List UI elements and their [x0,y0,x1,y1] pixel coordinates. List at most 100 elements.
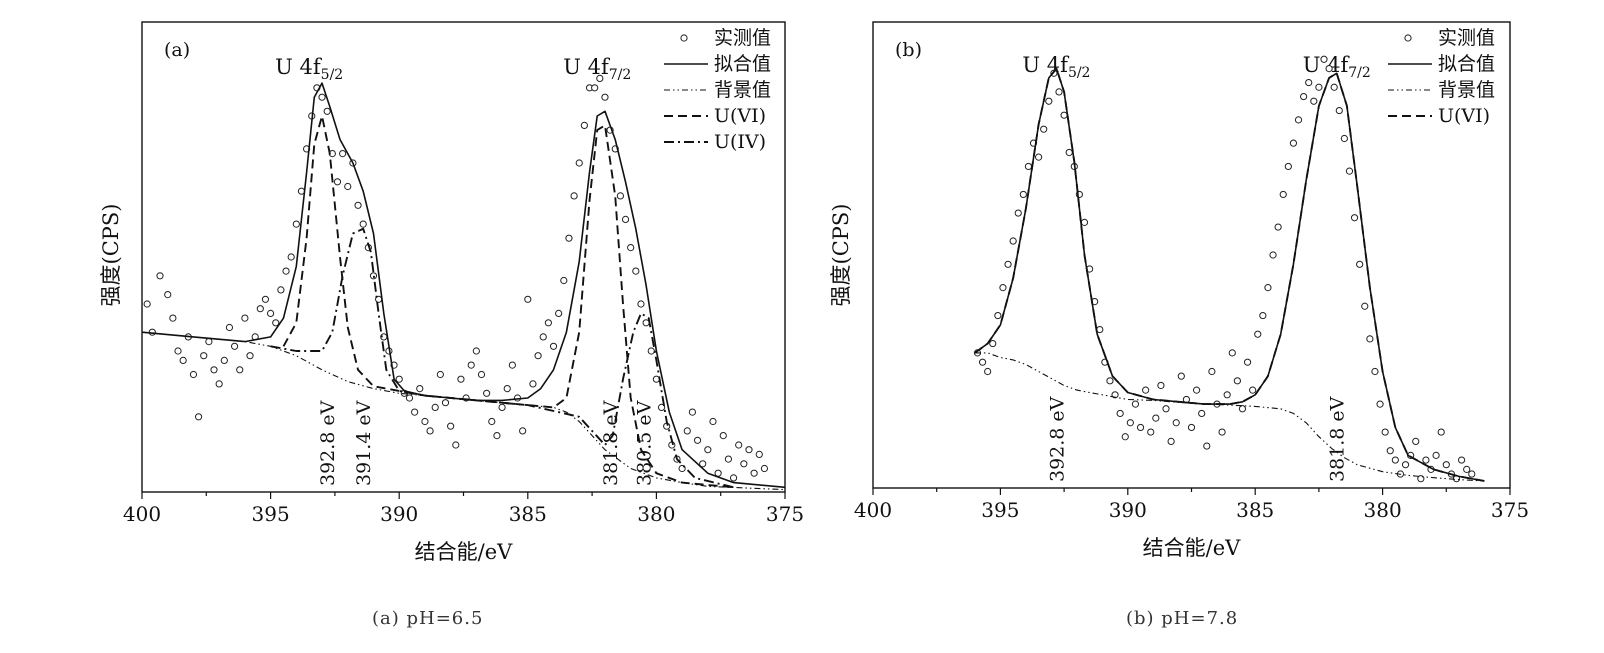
data-point [1208,367,1216,376]
data-point [1376,400,1384,408]
data-point [1432,451,1440,459]
data-point [1422,456,1430,464]
data-point [292,220,300,228]
caption-a: (a) pH=6.5 [372,608,484,629]
data-point [755,450,763,458]
data-point [1305,78,1313,87]
data-point [220,356,228,364]
data-point [200,352,208,360]
peak-label-main: U 4f [1303,53,1351,77]
data-point [189,370,198,379]
data-point [999,284,1007,292]
data-point [621,215,630,223]
data-point [750,469,758,477]
legend-marker-circle [1404,34,1412,42]
data-point [1300,92,1308,101]
data-point [472,347,480,355]
data-point [688,408,697,416]
data-point [1356,260,1364,268]
data-point [1401,461,1410,469]
data-point [1177,372,1185,380]
data-point [508,361,516,369]
legend-label: 实测值 [1438,27,1495,49]
data-point [436,370,444,379]
data-point [704,446,712,454]
data-point [1264,284,1272,292]
data-point [156,272,164,280]
data-point [1040,125,1048,133]
data-point [1065,148,1073,157]
panel-label: (a) [164,39,190,61]
data-point [724,455,733,463]
data-point [519,427,527,435]
data-point [241,314,249,322]
data-point [452,441,460,449]
data-point [1325,65,1333,73]
data-point [709,417,717,426]
data-point [1055,88,1063,96]
data-point [1468,470,1476,478]
peak-label-subscript: 5/2 [321,67,344,83]
data-point [1345,167,1354,175]
data-point [601,93,609,101]
data-point [657,403,666,411]
data-point [719,432,727,440]
data-point [729,474,738,482]
peak-label: U 4f5/2 [1022,53,1090,81]
data-point [143,300,151,308]
data-point [1457,456,1466,464]
data-point [534,352,542,360]
x-tick-label: 390 [380,502,418,526]
data-point [1131,400,1140,408]
data-point [1274,223,1282,231]
data-point [627,244,635,252]
x-tick-label: 400 [854,498,892,522]
data-point [395,375,403,383]
data-point [1167,437,1175,445]
data-point [369,272,378,280]
data-point [735,441,743,449]
legend-label: 实测值 [714,27,771,49]
data-point [344,182,352,191]
legend-label: 拟合值 [1438,53,1495,75]
data-point [225,323,234,332]
data-point [1279,190,1287,199]
data-point [359,220,367,228]
data-point [174,347,182,355]
data-point [498,403,506,411]
data-point [1366,335,1374,343]
y-axis-label: 强度(CPS) [99,204,123,307]
data-point [256,305,264,313]
data-point [179,356,187,364]
data-point [1157,381,1165,390]
data-point [529,380,537,388]
data-point [421,417,429,426]
data-point [416,385,424,393]
energy-annotation: 391.4 eV [353,400,375,486]
data-point [616,192,624,200]
data-point [1080,218,1089,226]
series-line-dashdotdot [141,331,786,491]
peak-label-subscript: 7/2 [609,67,632,83]
series-line-dashed [282,115,734,489]
data-point [1238,405,1247,413]
data-point [282,267,290,275]
data-point [1121,433,1129,441]
data-point [1172,419,1180,427]
peak-label-subscript: 7/2 [1348,65,1371,81]
x-tick-label: 395 [252,502,290,526]
data-point [978,358,987,366]
data-point [287,253,295,261]
data-point [565,234,573,242]
data-point [441,399,450,407]
x-tick-label: 390 [1109,498,1147,522]
data-point [261,295,270,303]
data-point [580,121,588,130]
data-point [210,366,218,374]
data-point [760,464,769,473]
